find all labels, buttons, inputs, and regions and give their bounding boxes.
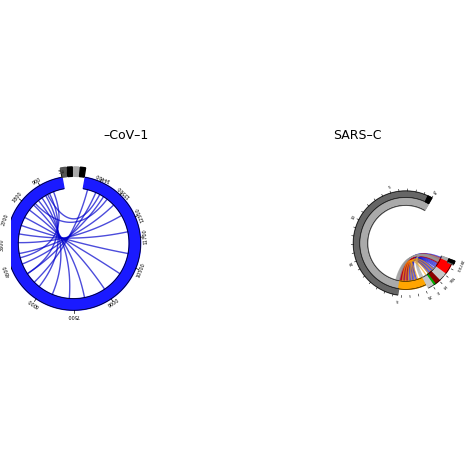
Polygon shape [353,191,432,295]
Text: 10500: 10500 [136,262,146,279]
Text: –CoV–1: –CoV–1 [103,129,148,142]
Text: 10: 10 [351,214,357,220]
Polygon shape [7,177,141,310]
Text: 13500: 13500 [117,184,131,199]
Polygon shape [360,197,449,289]
Text: 14400: 14400 [94,172,111,182]
Polygon shape [432,270,442,280]
Text: 11700: 11700 [142,229,149,245]
Polygon shape [80,167,86,177]
Polygon shape [399,277,427,289]
Text: 7500: 7500 [67,313,80,318]
Polygon shape [437,259,451,273]
Polygon shape [73,167,79,176]
Text: E: E [435,289,439,294]
Text: 15: 15 [349,260,355,266]
Text: 4500: 4500 [2,264,11,277]
Text: 2700: 2700 [1,213,9,227]
Polygon shape [425,196,432,203]
Text: 9000: 9000 [108,298,120,309]
Polygon shape [429,271,440,283]
Polygon shape [447,259,455,265]
Text: S: S [395,298,399,302]
Polygon shape [433,268,444,278]
Text: 8: 8 [447,278,452,282]
Polygon shape [60,167,67,177]
Polygon shape [67,167,73,177]
Polygon shape [448,259,455,264]
Text: 3600: 3600 [0,239,4,252]
Text: 6000: 6000 [27,298,40,309]
Text: 5: 5 [387,186,391,191]
Text: 900: 900 [32,176,42,185]
Polygon shape [360,197,449,289]
Text: 5u: 5u [431,191,438,197]
Text: 25: 25 [425,293,432,299]
Text: N: N [449,275,454,280]
Text: SARS–C: SARS–C [333,129,382,142]
Polygon shape [435,266,446,275]
Text: M: M [441,283,447,289]
Polygon shape [428,273,436,284]
Text: 12500: 12500 [135,207,146,223]
Text: 5u: 5u [58,169,64,175]
Text: 29730: 29730 [455,258,463,272]
Polygon shape [423,274,434,288]
Text: 1800: 1800 [12,191,24,204]
